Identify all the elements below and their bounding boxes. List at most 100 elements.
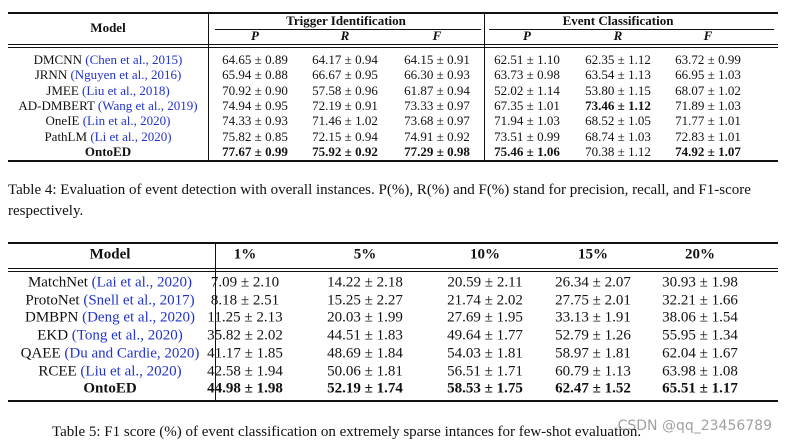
table-cell: 73.33 ± 0.97 xyxy=(404,97,470,113)
table-cell: 74.33 ± 0.93 xyxy=(222,113,288,129)
table-cell: 71.46 ± 1.02 xyxy=(312,113,378,129)
table-cell: 74.94 ± 0.95 xyxy=(222,97,288,113)
table-cell: 75.46 ± 1.06 xyxy=(494,143,560,159)
model-cell: OntoED xyxy=(83,381,136,398)
table-cell: 60.79 ± 1.13 xyxy=(555,363,631,379)
model-cell: DMCNN (Chen et al., 2015) xyxy=(34,52,183,68)
rule xyxy=(8,160,778,162)
header-group: Trigger Identification xyxy=(286,13,406,28)
model-name: QAEE xyxy=(20,345,61,362)
table-cell: 48.69 ± 1.84 xyxy=(327,345,403,362)
model-cell: QAEE (Du and Cardie, 2020) xyxy=(21,345,200,362)
table-cell: 63.54 ± 1.13 xyxy=(585,67,651,83)
rule xyxy=(215,29,481,30)
header-cell: R xyxy=(613,28,623,43)
citation: (Deng et al., 2020) xyxy=(82,309,195,326)
caption: Table 5: F1 score (%) of event classific… xyxy=(52,424,642,440)
header-cell: 15% xyxy=(578,246,608,263)
rule xyxy=(8,12,778,14)
model-name: MatchNet xyxy=(27,274,88,291)
table-cell: 63.72 ± 0.99 xyxy=(675,52,741,67)
table-cell: 73.51 ± 0.99 xyxy=(494,128,560,144)
model-cell: OneIE (Lin et al., 2020) xyxy=(46,113,171,129)
header-group: Event Classification xyxy=(562,13,674,28)
header-cell: 20% xyxy=(685,246,715,263)
model-name: EKD xyxy=(37,327,69,344)
citation: (Du and Cardie, 2020) xyxy=(64,345,200,362)
table-cell: 72.19 ± 0.91 xyxy=(312,97,378,113)
table-cell: 66.67 ± 0.95 xyxy=(312,67,378,83)
table-cell: 64.65 ± 0.89 xyxy=(222,52,288,67)
table-cell: 62.47 ± 1.52 xyxy=(555,380,631,397)
table-cell: 50.06 ± 1.81 xyxy=(327,363,403,379)
table-cell: 49.64 ± 1.77 xyxy=(447,327,523,344)
model-name: ProtoNet xyxy=(25,292,80,309)
table-cell: 20.59 ± 2.11 xyxy=(447,274,523,291)
rule xyxy=(484,12,485,161)
table-cell: 64.17 ± 0.94 xyxy=(312,52,378,67)
table-cell: 62.04 ± 1.67 xyxy=(662,345,738,362)
table-cell: 26.34 ± 2.07 xyxy=(555,274,631,291)
rule xyxy=(8,47,778,48)
citation: (Lai et al., 2020) xyxy=(91,274,193,291)
table-cell: 70.92 ± 0.90 xyxy=(222,82,288,98)
model-name: OneIE xyxy=(45,113,80,129)
table-cell: 54.03 ± 1.81 xyxy=(447,345,523,362)
rule xyxy=(8,242,778,244)
table-cell: 21.74 ± 2.02 xyxy=(447,292,523,309)
citation: (Lin et al., 2020) xyxy=(82,113,171,129)
table-cell: 58.53 ± 1.75 xyxy=(447,380,523,397)
table-cell: 74.92 ± 1.07 xyxy=(675,143,741,159)
citation: (Tong et al., 2020) xyxy=(71,327,183,344)
table-cell: 56.51 ± 1.71 xyxy=(447,363,523,379)
table-cell: 63.98 ± 1.08 xyxy=(662,363,738,379)
table-cell: 72.15 ± 0.94 xyxy=(312,128,378,144)
table-cell: 38.06 ± 1.54 xyxy=(662,309,738,326)
citation: (Snell et al., 2017) xyxy=(83,292,195,309)
model-cell: PathLM (Li et al., 2020) xyxy=(44,129,171,145)
header-cell: Model xyxy=(89,246,131,263)
table-cell: 55.95 ± 1.34 xyxy=(662,327,738,344)
table-cell: 77.29 ± 0.98 xyxy=(404,143,470,159)
table-cell: 66.30 ± 0.93 xyxy=(404,67,470,83)
table-cell: 62.35 ± 1.12 xyxy=(585,52,651,67)
table-cell: 65.94 ± 0.88 xyxy=(222,67,288,83)
table-cell: 52.02 ± 1.14 xyxy=(494,82,560,98)
table-cell: 68.52 ± 1.05 xyxy=(585,113,651,129)
header-cell: 10% xyxy=(470,246,500,263)
model-name: DMBPN xyxy=(25,309,79,326)
model-cell: JRNN (Nguyen et al., 2016) xyxy=(35,67,182,83)
model-name: RCEE xyxy=(38,363,77,379)
model-name: PathLM xyxy=(44,128,88,144)
model-cell: ProtoNet (Snell et al., 2017) xyxy=(25,292,194,309)
rule xyxy=(489,29,774,30)
rule xyxy=(215,242,216,401)
citation: (Liu et al., 2018) xyxy=(82,82,170,98)
table-cell: 14.22 ± 2.18 xyxy=(327,274,403,291)
table-cell: 71.89 ± 1.03 xyxy=(675,97,741,113)
model-name: DMCNN xyxy=(33,52,83,67)
model-name: JMEE xyxy=(46,82,79,98)
header-cell: 1% xyxy=(233,246,257,263)
rule xyxy=(8,400,778,402)
table-cell: 11.25 ± 2.13 xyxy=(207,309,283,326)
model-name: JRNN xyxy=(34,67,68,83)
table-cell: 42.58 ± 1.94 xyxy=(207,363,283,379)
table-cell: 62.51 ± 1.10 xyxy=(494,52,560,67)
model-cell: RCEE (Liu et al., 2020) xyxy=(38,363,181,380)
model-name: OntoED xyxy=(83,380,137,397)
table-cell: 75.92 ± 0.92 xyxy=(312,143,378,159)
table-cell: 77.67 ± 0.99 xyxy=(222,143,288,159)
table-cell: 67.35 ± 1.01 xyxy=(494,97,560,113)
table-cell: 73.68 ± 0.97 xyxy=(404,113,470,129)
citation: (Li et al., 2020) xyxy=(90,128,172,144)
model-cell: DMBPN (Deng et al., 2020) xyxy=(25,310,195,327)
model-cell: OntoED xyxy=(85,144,131,160)
table-cell: 53.80 ± 1.15 xyxy=(585,82,651,98)
table-cell: 52.19 ± 1.74 xyxy=(327,380,403,397)
citation: (Wang et al., 2019) xyxy=(97,97,198,113)
rule xyxy=(208,12,209,161)
table-cell: 15.25 ± 2.27 xyxy=(327,292,403,309)
table-cell: 61.87 ± 0.94 xyxy=(404,82,470,98)
